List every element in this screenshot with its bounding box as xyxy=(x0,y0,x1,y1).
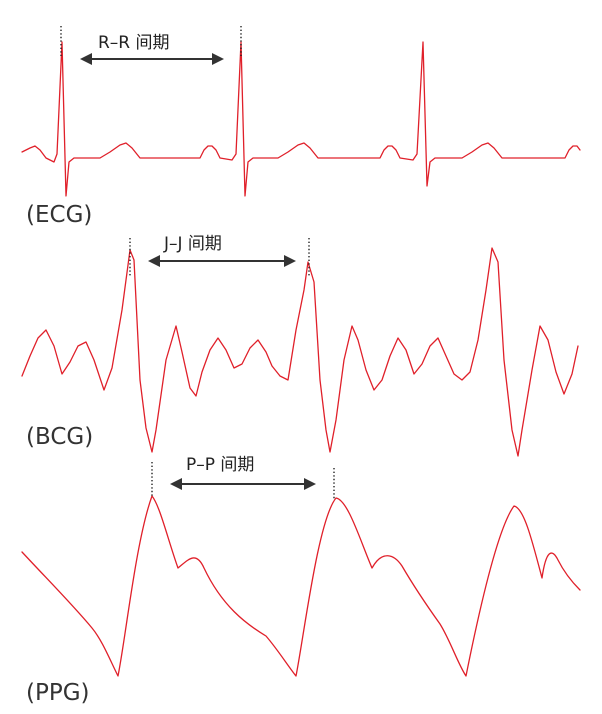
ppg-label: (PPG) xyxy=(26,680,90,706)
bcg-interval-label: J–J 间期 xyxy=(163,234,222,254)
ppg-interval-label: P–P 间期 xyxy=(186,455,254,475)
ecg-panel: R–R 间期 (ECG) xyxy=(21,26,581,228)
ppg-waveform xyxy=(21,495,581,677)
ppg-panel: P–P 间期 (PPG) xyxy=(21,455,581,706)
bcg-interval-arrow xyxy=(148,255,296,267)
ecg-label: (ECG) xyxy=(26,202,92,228)
bcg-panel: J–J 间期 (BCG) xyxy=(21,234,579,457)
ecg-waveform xyxy=(21,41,581,197)
ppg-interval-arrow xyxy=(170,478,316,490)
ecg-interval-label: R–R 间期 xyxy=(98,33,170,53)
bcg-label: (BCG) xyxy=(26,424,93,450)
bcg-waveform xyxy=(21,247,579,457)
ecg-interval-arrow xyxy=(80,53,224,65)
